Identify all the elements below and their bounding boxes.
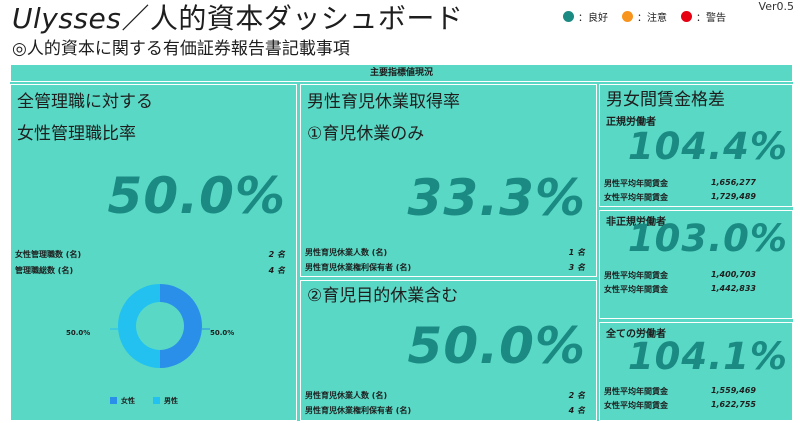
detail-value: 2 名 xyxy=(268,250,285,259)
childcare-purpose-leave-card[interactable]: ②育児目的休業含む 50.0% 男性育児休業人数 (名) 2 名 男性育児休業権… xyxy=(300,280,597,421)
section-heading: 非正規労働者 xyxy=(606,217,666,228)
detail-row: 男性平均年間賃金 1,559,469 xyxy=(604,386,756,397)
detail-value: 1,442,833 xyxy=(710,284,756,293)
detail-label: 男性育児休業人数 (名) xyxy=(305,248,388,257)
detail-label: 男性育児休業権利保有者 (名) xyxy=(305,406,412,415)
status-legend: ：良好 ：注意 ：警告 xyxy=(563,9,726,24)
legend-good: ：良好 xyxy=(563,9,608,24)
donut-slice-female[interactable] xyxy=(160,284,202,368)
app-name: Ulysses xyxy=(12,2,122,35)
detail-label: 男性育児休業権利保有者 (名) xyxy=(305,263,412,272)
donut-slice-male[interactable] xyxy=(118,284,160,368)
kpi-board: 主要指標値現況 全管理職に対する 女性管理職比率 50.0% 女性管理職数 (名… xyxy=(10,64,793,421)
childcare-leave-card[interactable]: 男性育児休業取得率 ①育児休業のみ 33.3% 男性育児休業人数 (名) 1 名… xyxy=(300,84,597,277)
detail-row: 女性平均年間賃金 1,442,833 xyxy=(604,284,756,295)
kpi-value: 50.0% xyxy=(407,317,586,375)
section-heading: 全ての労働者 xyxy=(606,329,666,340)
warning-dot-icon xyxy=(681,11,692,22)
chart-legend: 女性 男性 xyxy=(110,396,178,406)
detail-value: 3 名 xyxy=(568,263,585,272)
legend-male: 男性 xyxy=(153,396,178,406)
detail-label: 男性育児休業人数 (名) xyxy=(305,391,388,400)
detail-value: 1,400,703 xyxy=(710,270,756,279)
detail-label: 男性平均年間賃金 xyxy=(604,179,668,188)
kpi-value: 104.1% xyxy=(627,335,788,378)
detail-row: 男性育児休業人数 (名) 2 名 xyxy=(305,390,585,401)
detail-value: 1,622,755 xyxy=(710,400,756,409)
legend-male-label: 男性 xyxy=(164,397,178,405)
legend-female: 女性 xyxy=(110,396,135,406)
kpi-value: 103.0% xyxy=(627,217,788,260)
version-label: Ver0.5 xyxy=(758,0,794,13)
detail-value: 4 名 xyxy=(568,406,585,415)
board-header: 主要指標値現況 xyxy=(10,64,793,82)
gender-donut-chart: 50.0% 50.0% xyxy=(60,276,260,401)
card-title: 男女間賃金格差 xyxy=(606,90,725,110)
detail-label: 管理職総数 (名) xyxy=(15,266,74,275)
data-label-female: 50.0% xyxy=(210,329,235,337)
section-heading: 正規労働者 xyxy=(606,117,656,128)
detail-value: 1 名 xyxy=(568,248,585,257)
detail-row: 男性平均年間賃金 1,656,277 xyxy=(604,178,756,189)
detail-value: 1,729,489 xyxy=(710,192,756,201)
detail-value: 4 名 xyxy=(268,266,285,275)
detail-row: 男性平均年間賃金 1,400,703 xyxy=(604,270,756,281)
legend-female-label: 女性 xyxy=(121,397,135,405)
legend-warning: ：警告 xyxy=(681,9,726,24)
detail-row: 男性育児休業人数 (名) 1 名 xyxy=(305,247,585,258)
detail-label: 男性平均年間賃金 xyxy=(604,271,668,280)
male-swatch-icon xyxy=(153,397,160,404)
card-title-line1: 全管理職に対する xyxy=(17,92,153,112)
female-manager-ratio-card[interactable]: 全管理職に対する 女性管理職比率 50.0% 女性管理職数 (名) 2 名 管理… xyxy=(10,84,297,421)
kpi-value: 33.3% xyxy=(407,169,586,227)
card-title-line2: 女性管理職比率 xyxy=(17,124,136,144)
detail-row: 女性平均年間賃金 1,622,755 xyxy=(604,400,756,411)
detail-row: 男性育児休業権利保有者 (名) 3 名 xyxy=(305,262,585,273)
card-title-line2: ①育児休業のみ xyxy=(307,124,425,144)
detail-value: 1,559,469 xyxy=(710,386,756,395)
detail-label: 女性平均年間賃金 xyxy=(604,401,668,410)
legend-caution-label: ：注意 xyxy=(637,13,667,24)
donut-svg xyxy=(110,284,210,368)
detail-value: 2 名 xyxy=(568,391,585,400)
page-subtitle: ◎人的資本に関する有価証券報告書記載事項 xyxy=(12,39,350,59)
card-title: ②育児目的休業含む xyxy=(307,286,459,306)
caution-dot-icon xyxy=(622,11,633,22)
card-title-line1: 男性育児休業取得率 xyxy=(307,92,460,112)
detail-row: 女性管理職数 (名) 2 名 xyxy=(15,249,285,260)
detail-value: 1,656,277 xyxy=(710,178,756,187)
kpi-value: 50.0% xyxy=(107,167,286,225)
detail-row: 管理職総数 (名) 4 名 xyxy=(15,265,285,276)
wage-gap-all-card[interactable]: 全ての労働者 104.1% 男性平均年間賃金 1,559,469 女性平均年間賃… xyxy=(599,322,793,421)
legend-warning-label: ：警告 xyxy=(696,13,726,24)
detail-row: 女性平均年間賃金 1,729,489 xyxy=(604,192,756,203)
legend-caution: ：注意 xyxy=(622,9,667,24)
detail-label: 女性平均年間賃金 xyxy=(604,193,668,202)
wage-gap-nonregular-card[interactable]: 非正規労働者 103.0% 男性平均年間賃金 1,400,703 女性平均年間賃… xyxy=(599,210,793,319)
kpi-value: 104.4% xyxy=(627,125,788,168)
detail-label: 女性管理職数 (名) xyxy=(15,250,82,259)
page-title: Ulysses／人的資本ダッシュボード xyxy=(12,2,463,36)
good-dot-icon xyxy=(563,11,574,22)
data-label-male: 50.0% xyxy=(66,329,91,337)
detail-label: 男性平均年間賃金 xyxy=(604,387,668,396)
dashboard-title: ／人的資本ダッシュボード xyxy=(121,2,464,35)
wage-gap-regular-card[interactable]: 男女間賃金格差 正規労働者 104.4% 男性平均年間賃金 1,656,277 … xyxy=(599,84,793,207)
female-swatch-icon xyxy=(110,397,117,404)
legend-good-label: ：良好 xyxy=(578,13,608,24)
detail-label: 女性平均年間賃金 xyxy=(604,285,668,294)
detail-row: 男性育児休業権利保有者 (名) 4 名 xyxy=(305,405,585,416)
